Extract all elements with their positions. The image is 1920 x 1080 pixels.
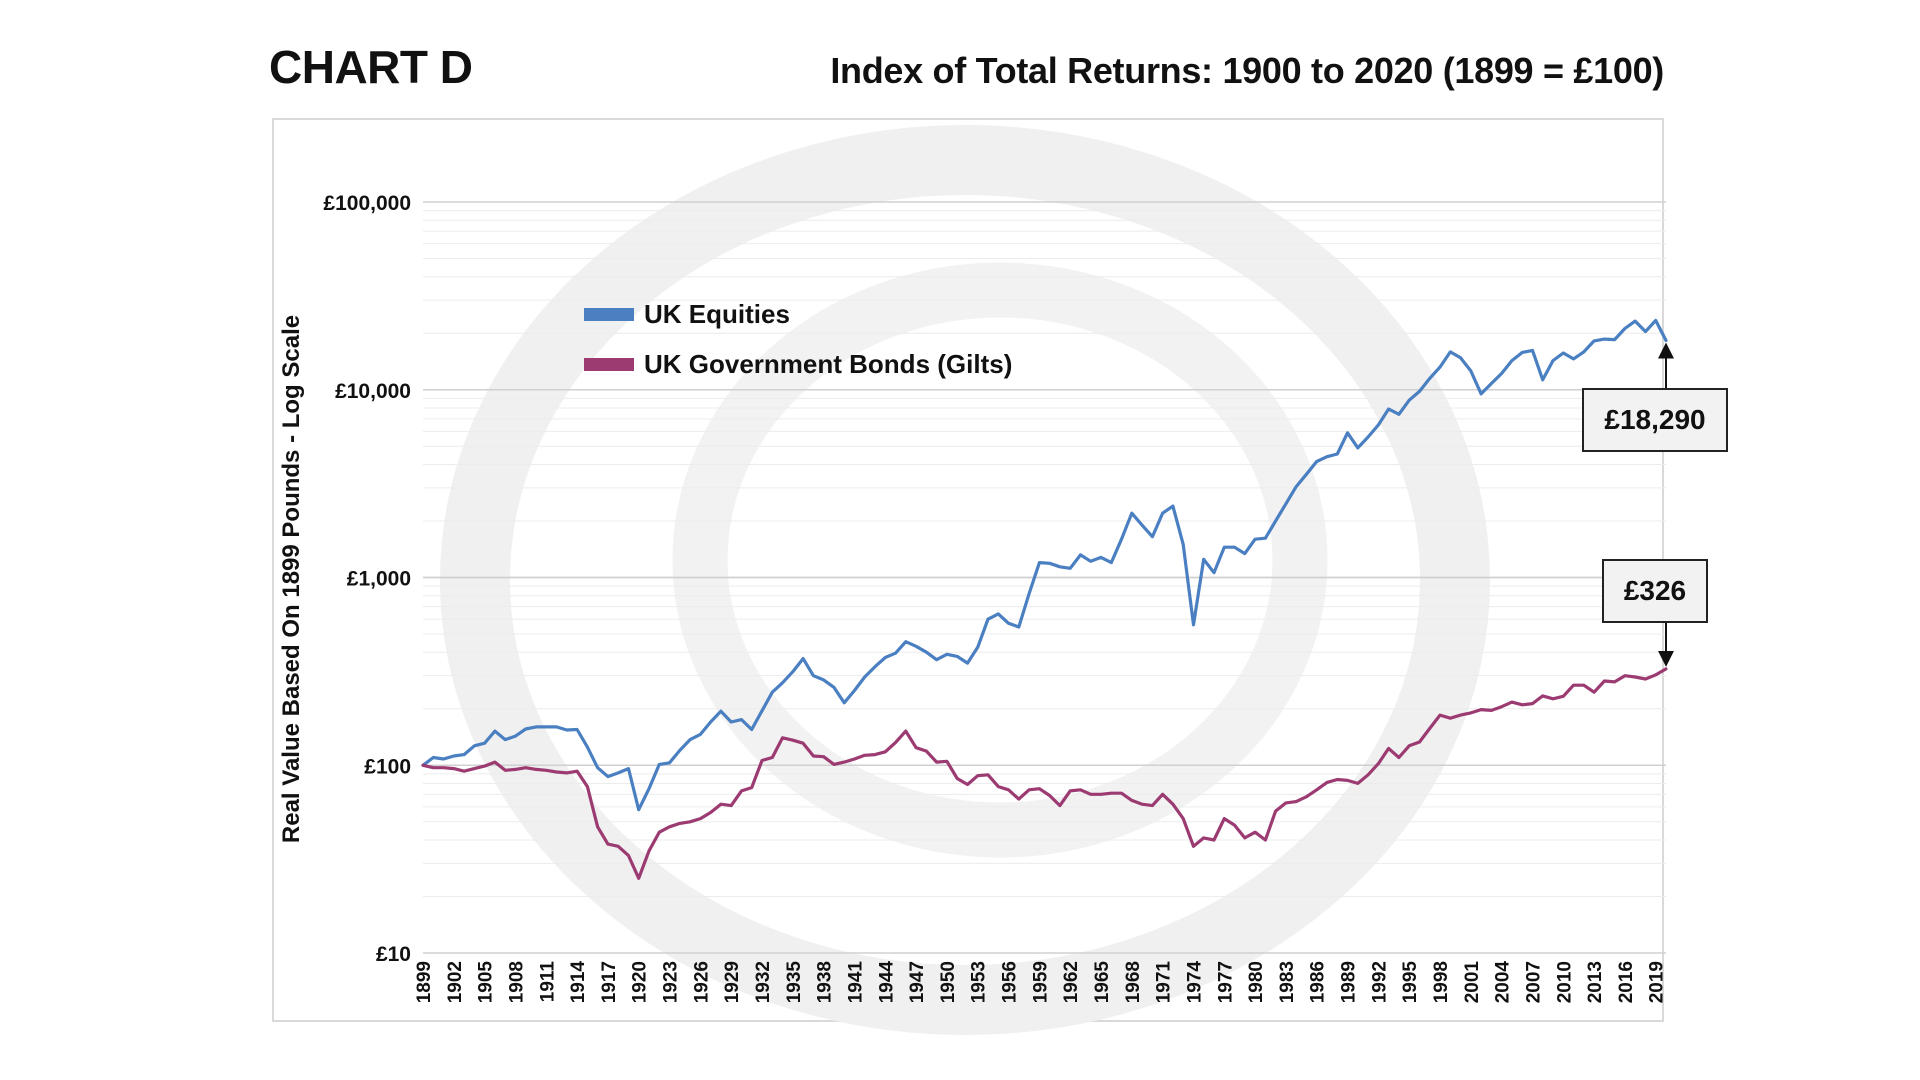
- x-tick-label: 2019: [1647, 961, 1668, 1003]
- x-tick-label: 1965: [1092, 961, 1113, 1004]
- chart-legend: UK Equities UK Government Bonds (Gilts): [584, 298, 1012, 398]
- y-tick-label: £10,000: [335, 380, 411, 403]
- x-tick-label: 1995: [1400, 961, 1421, 1004]
- x-tick-label: 1980: [1246, 961, 1267, 1003]
- x-tick-label: 1953: [969, 961, 990, 1003]
- x-tick-label: 1989: [1339, 961, 1360, 1003]
- y-tick-label: £10: [376, 943, 411, 966]
- x-tick-label: 1968: [1123, 961, 1144, 1003]
- x-tick-label: 1917: [599, 961, 620, 1003]
- x-tick-label: 1998: [1431, 961, 1452, 1003]
- x-tick-label: 1920: [630, 961, 651, 1003]
- x-tick-label: 2010: [1554, 961, 1575, 1003]
- x-tick-label: 1935: [784, 961, 805, 1004]
- callout-bonds-final: £326: [1602, 559, 1708, 623]
- x-tick-label: 1944: [876, 961, 897, 1004]
- x-tick-label: 1941: [845, 961, 866, 1004]
- x-tick-label: 1932: [753, 961, 774, 1003]
- y-tick-label: £100: [364, 755, 411, 778]
- x-tick-label: 2001: [1462, 961, 1483, 1004]
- legend-label-equities: UK Equities: [644, 298, 790, 329]
- series-line-equities: [421, 318, 1668, 812]
- x-tick-label: 1974: [1184, 961, 1205, 1004]
- chart-label: CHART D: [269, 41, 473, 93]
- callout-equities-final: £18,290: [1582, 388, 1728, 452]
- x-tick-label: 1947: [907, 961, 928, 1003]
- legend-swatch-equities: [584, 307, 634, 321]
- chart-title: Index of Total Returns: 1900 to 2020 (18…: [830, 50, 1664, 91]
- legend-swatch-bonds: [584, 357, 634, 371]
- x-tick-label: 1929: [722, 961, 743, 1003]
- x-tick-label: 1977: [1215, 961, 1236, 1003]
- y-tick-label: £1,000: [347, 568, 411, 591]
- x-tick-label: 2007: [1523, 961, 1544, 1003]
- x-tick-label: 2013: [1585, 961, 1606, 1003]
- x-tick-label: 1959: [1030, 961, 1051, 1003]
- x-tick-label: 1923: [661, 961, 682, 1003]
- x-tick-label: 2004: [1493, 961, 1514, 1004]
- x-tick-label: 1911: [537, 961, 558, 1003]
- legend-item-bonds: UK Government Bonds (Gilts): [584, 348, 1012, 380]
- x-tick-label: 2016: [1616, 961, 1637, 1003]
- x-tick-label: 1905: [476, 961, 497, 1004]
- legend-label-bonds: UK Government Bonds (Gilts): [644, 348, 1013, 379]
- x-tick-label: 1983: [1277, 961, 1298, 1003]
- x-tick-label: 1914: [568, 961, 589, 1004]
- y-tick-label: £100,000: [323, 192, 411, 215]
- x-tick-label: 1938: [815, 961, 836, 1003]
- y-axis-label: Real Value Based On 1899 Pounds - Log Sc…: [278, 314, 305, 844]
- x-tick-label: 1902: [445, 961, 466, 1003]
- x-tick-label: 1899: [414, 961, 435, 1003]
- x-tick-label: 1926: [691, 961, 712, 1003]
- series-line-bonds: [421, 667, 1668, 880]
- x-tick-label: 1992: [1369, 961, 1390, 1003]
- x-tick-label: 1956: [1000, 961, 1021, 1003]
- x-tick-label: 1986: [1308, 961, 1329, 1003]
- watermark-logo: [440, 125, 1490, 1035]
- x-tick-label: 1950: [938, 961, 959, 1003]
- legend-item-equities: UK Equities: [584, 298, 1012, 330]
- x-tick-label: 1971: [1154, 961, 1175, 1004]
- x-tick-label: 1908: [506, 961, 527, 1003]
- x-tick-label: 1962: [1061, 961, 1082, 1003]
